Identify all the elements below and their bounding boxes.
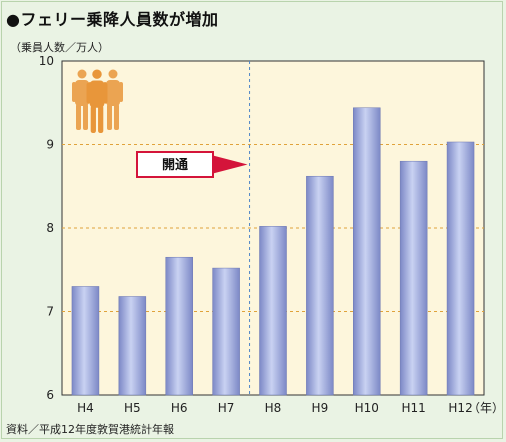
bar-H4	[71, 286, 100, 396]
bar-H12	[446, 141, 475, 396]
bar-H6	[165, 256, 193, 396]
bar-H10	[353, 107, 381, 396]
x-tick-label: H9	[312, 401, 329, 415]
bar-H7	[212, 267, 240, 396]
bar-H9	[306, 175, 334, 396]
source-note: 資料／平成12年度敦賀港統計年報	[6, 423, 174, 436]
callout-box	[136, 151, 214, 178]
y-tick-label: 7	[46, 305, 54, 319]
x-tick-label: H12	[448, 401, 472, 415]
bar-H5	[118, 296, 147, 396]
y-axis-ticks: 6 7 8 9 10	[39, 54, 54, 402]
x-tick-label: H4	[77, 401, 94, 415]
bar-H11	[399, 160, 428, 396]
opening-callout: 開通	[136, 151, 248, 178]
x-tick-label: H6	[171, 401, 188, 415]
y-tick-label: 8	[46, 221, 54, 235]
y-tick-label: 10	[39, 54, 54, 68]
callout-label: 開通	[162, 157, 188, 173]
people-group-icon	[72, 69, 123, 133]
callout-arrow-icon	[213, 155, 248, 174]
bars	[71, 107, 475, 396]
y-axis-unit-label: （乗員人数／万人）	[10, 41, 109, 54]
x-axis-unit: （年）	[468, 401, 504, 415]
person-figure	[86, 69, 108, 133]
x-axis-ticks: H4 H5 H6 H7 H8 H9 H10 H11 H12（年）	[77, 401, 504, 415]
y-tick-label: 9	[46, 138, 54, 152]
x-tick-label: H5	[124, 401, 141, 415]
x-tick-label: H8	[265, 401, 282, 415]
x-tick-label: H7	[218, 401, 235, 415]
chart-title: ●フェリー乗降人員数が増加	[6, 10, 219, 29]
bar-H8	[259, 226, 287, 396]
x-tick-label: H11	[402, 401, 426, 415]
x-tick-label: H10	[355, 401, 379, 415]
y-tick-label: 6	[46, 388, 54, 402]
